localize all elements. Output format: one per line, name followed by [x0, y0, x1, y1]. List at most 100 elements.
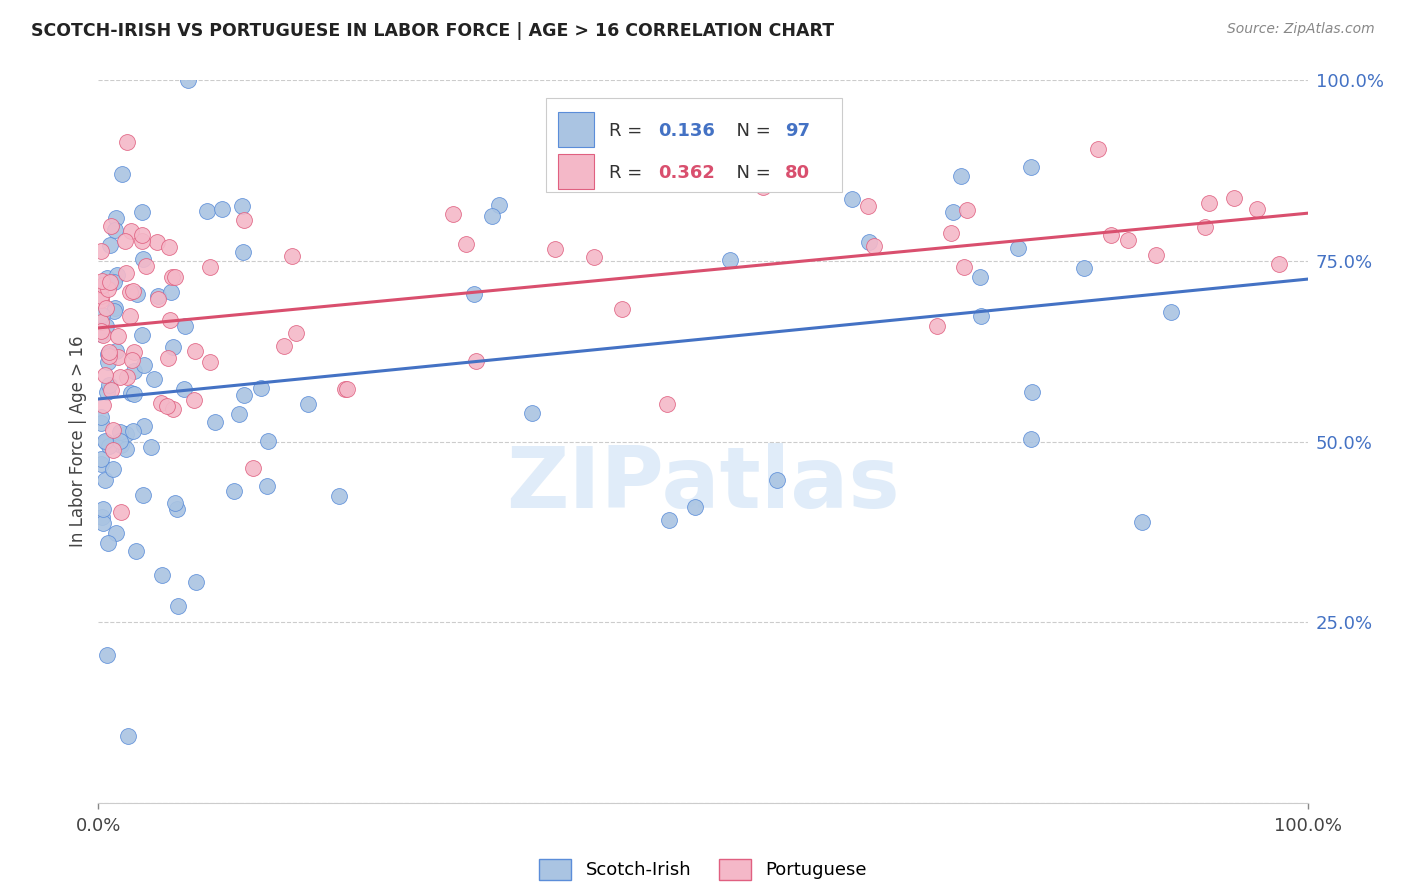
- Point: [100, 219, 122, 233]
- Point: [97, 283, 120, 297]
- Point: [90, 274, 112, 288]
- Point: [211, 202, 233, 216]
- Point: [91, 308, 114, 322]
- Point: [162, 340, 184, 354]
- Text: SCOTCH-IRISH VS PORTUGUESE IN LABOR FORCE | AGE > 16 CORRELATION CHART: SCOTCH-IRISH VS PORTUGUESE IN LABOR FORC…: [31, 22, 834, 40]
- Point: [98, 349, 121, 363]
- Point: [204, 415, 226, 429]
- Point: [162, 270, 184, 285]
- Point: [111, 167, 134, 181]
- Point: [685, 500, 707, 515]
- Point: [488, 198, 510, 212]
- Point: [583, 250, 606, 264]
- Point: [297, 397, 319, 411]
- Point: [98, 275, 121, 289]
- Point: [122, 345, 145, 359]
- Point: [122, 387, 145, 401]
- Point: [96, 648, 118, 663]
- FancyBboxPatch shape: [546, 98, 842, 193]
- Point: [256, 478, 278, 492]
- Point: [328, 489, 350, 503]
- Point: [956, 202, 979, 217]
- Point: [465, 353, 488, 368]
- Point: [115, 135, 138, 149]
- Point: [96, 385, 118, 400]
- Point: [90, 457, 112, 471]
- Point: [173, 318, 195, 333]
- Point: [228, 407, 250, 421]
- Point: [1246, 202, 1268, 216]
- Point: [250, 382, 273, 396]
- Point: [124, 364, 146, 378]
- Point: [1198, 196, 1220, 211]
- Point: [117, 369, 139, 384]
- Point: [200, 355, 222, 369]
- Point: [105, 343, 128, 358]
- Point: [1073, 260, 1095, 275]
- Point: [184, 343, 207, 358]
- Point: [91, 501, 114, 516]
- Legend: Scotch-Irish, Portuguese: Scotch-Irish, Portuguese: [531, 852, 875, 887]
- Point: [131, 327, 153, 342]
- Point: [97, 536, 120, 550]
- Point: [1160, 305, 1182, 319]
- Point: [233, 388, 256, 402]
- Point: [231, 199, 253, 213]
- Point: [441, 207, 464, 221]
- Point: [90, 324, 112, 338]
- Point: [115, 442, 138, 457]
- Point: [114, 426, 136, 441]
- Point: [146, 292, 169, 306]
- Point: [101, 442, 124, 457]
- Point: [90, 326, 112, 341]
- Point: [117, 729, 139, 743]
- Point: [1019, 432, 1042, 446]
- Point: [107, 350, 129, 364]
- Point: [90, 451, 112, 466]
- Point: [658, 513, 681, 527]
- Point: [1099, 227, 1122, 242]
- Point: [927, 318, 949, 333]
- Text: R =: R =: [609, 164, 648, 182]
- Point: [121, 352, 143, 367]
- Point: [1144, 248, 1167, 262]
- Text: ZIPatlas: ZIPatlas: [506, 443, 900, 526]
- Point: [520, 406, 543, 420]
- Point: [91, 278, 114, 293]
- Text: R =: R =: [609, 122, 648, 140]
- Point: [131, 204, 153, 219]
- Point: [114, 266, 136, 280]
- Point: [90, 244, 112, 258]
- Point: [177, 73, 200, 87]
- Point: [200, 260, 222, 274]
- Point: [108, 434, 131, 449]
- Point: [125, 287, 148, 301]
- Point: [1007, 242, 1029, 256]
- Point: [118, 309, 141, 323]
- Point: [856, 198, 879, 212]
- Text: 0.136: 0.136: [658, 122, 716, 140]
- Point: [103, 275, 125, 289]
- Point: [159, 239, 181, 253]
- FancyBboxPatch shape: [558, 112, 595, 147]
- Point: [222, 483, 245, 498]
- Point: [257, 434, 280, 448]
- Point: [90, 293, 112, 307]
- Point: [1019, 160, 1042, 174]
- Point: [107, 268, 129, 283]
- Point: [90, 315, 112, 329]
- Point: [481, 209, 503, 223]
- Point: [90, 289, 112, 303]
- Point: [118, 285, 141, 300]
- Point: [183, 393, 205, 408]
- Point: [173, 382, 195, 396]
- Point: [103, 423, 125, 437]
- Text: N =: N =: [724, 164, 776, 182]
- Point: [94, 368, 117, 383]
- Point: [96, 301, 118, 315]
- Point: [131, 252, 153, 266]
- FancyBboxPatch shape: [558, 154, 595, 189]
- Point: [751, 180, 773, 194]
- Point: [463, 287, 485, 301]
- Text: 80: 80: [785, 164, 810, 182]
